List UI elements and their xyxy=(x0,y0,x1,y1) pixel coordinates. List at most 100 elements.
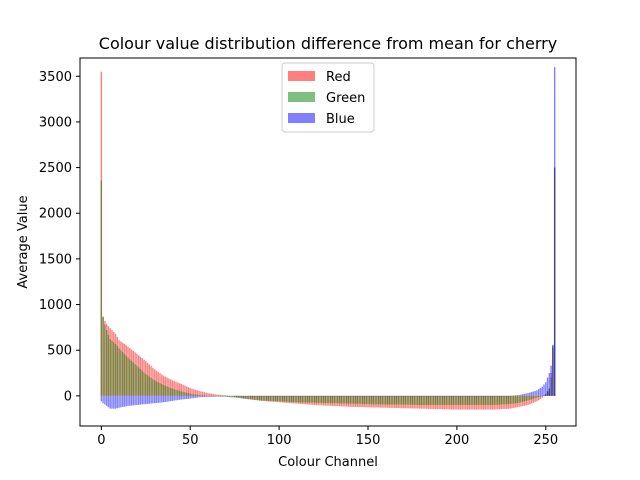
bar-green-229 xyxy=(507,395,510,405)
bar-green-123 xyxy=(319,395,321,403)
bar-blue-80 xyxy=(242,395,245,397)
bar-green-173 xyxy=(408,395,410,405)
bar-green-244 xyxy=(534,395,536,399)
bar-green-168 xyxy=(399,395,401,405)
bar-blue-144 xyxy=(356,395,359,397)
bar-blue-37 xyxy=(166,395,168,402)
bar-green-113 xyxy=(301,395,303,403)
bar-red-50 xyxy=(189,388,191,396)
legend-swatch-blue xyxy=(288,113,315,123)
bar-green-145 xyxy=(358,395,360,404)
bar-blue-105 xyxy=(287,395,289,397)
bar-green-160 xyxy=(385,395,387,405)
bar-green-54 xyxy=(196,394,199,396)
bar-blue-139 xyxy=(347,395,350,397)
bar-blue-233 xyxy=(514,395,517,396)
bar-green-3 xyxy=(105,330,108,396)
bar-green-104 xyxy=(285,395,287,402)
bar-green-148 xyxy=(363,395,366,404)
bar-blue-219 xyxy=(489,395,492,397)
bar-blue-40 xyxy=(171,395,174,401)
bar-green-155 xyxy=(376,395,378,405)
bar-green-89 xyxy=(258,395,261,401)
bar-blue-35 xyxy=(162,395,165,403)
bar-green-133 xyxy=(337,395,339,404)
bar-green-165 xyxy=(393,395,396,405)
bar-green-141 xyxy=(351,395,353,404)
bar-green-13 xyxy=(123,353,126,396)
bar-blue-70 xyxy=(225,395,227,397)
bar-blue-157 xyxy=(379,395,382,397)
bar-green-193 xyxy=(443,395,446,405)
bar-green-88 xyxy=(257,395,259,401)
bar-blue-138 xyxy=(345,395,348,397)
bar-red-61 xyxy=(209,393,211,396)
bar-green-107 xyxy=(290,395,293,402)
bar-blue-204 xyxy=(463,395,465,397)
bar-green-15 xyxy=(127,357,129,396)
bar-green-166 xyxy=(395,395,398,405)
bar-blue-238 xyxy=(523,393,526,396)
bar-green-43 xyxy=(177,390,179,396)
bar-green-11 xyxy=(120,350,122,396)
bar-green-243 xyxy=(532,395,535,399)
bar-blue-178 xyxy=(417,395,419,397)
bar-green-126 xyxy=(324,395,327,403)
bar-blue-73 xyxy=(230,395,232,397)
bar-blue-79 xyxy=(241,395,243,397)
bar-blue-81 xyxy=(244,395,247,397)
bar-green-204 xyxy=(463,395,465,405)
bar-blue-184 xyxy=(427,395,430,397)
legend-label-blue: Blue xyxy=(326,112,355,127)
bar-blue-186 xyxy=(431,395,433,397)
bar-blue-24 xyxy=(143,395,145,405)
bar-green-206 xyxy=(466,395,469,405)
bar-green-20 xyxy=(136,365,138,396)
bar-blue-33 xyxy=(159,395,161,403)
bar-red-56 xyxy=(200,391,202,396)
bar-green-21 xyxy=(137,367,140,396)
bar-blue-62 xyxy=(210,395,213,397)
bar-blue-122 xyxy=(317,395,319,397)
bar-green-200 xyxy=(456,395,458,405)
bar-green-16 xyxy=(129,359,131,396)
bar-green-213 xyxy=(479,395,481,405)
bar-green-225 xyxy=(500,395,503,405)
bar-blue-109 xyxy=(294,395,296,397)
bar-green-45 xyxy=(180,391,183,396)
bar-green-124 xyxy=(321,395,323,403)
bar-green-129 xyxy=(329,395,332,404)
bar-blue-60 xyxy=(207,395,209,397)
bar-green-42 xyxy=(175,389,177,396)
bar-green-178 xyxy=(417,395,419,405)
bar-blue-252 xyxy=(548,373,551,396)
bar-red-51 xyxy=(191,388,193,396)
bar-blue-104 xyxy=(285,395,287,397)
x-axis-title: Colour Channel xyxy=(278,455,378,470)
bar-blue-13 xyxy=(123,395,126,407)
bar-blue-50 xyxy=(189,395,191,399)
bar-blue-188 xyxy=(434,395,437,397)
bar-green-182 xyxy=(424,395,426,405)
bar-red-59 xyxy=(205,392,207,396)
chart-title: Colour value distribution difference fro… xyxy=(99,34,557,53)
bar-red-55 xyxy=(198,390,200,396)
bar-green-115 xyxy=(305,395,307,403)
bar-green-162 xyxy=(388,395,391,405)
bar-green-51 xyxy=(191,393,193,396)
bar-green-12 xyxy=(121,352,124,396)
bar-green-46 xyxy=(182,391,184,396)
bar-blue-251 xyxy=(546,377,549,396)
bar-blue-236 xyxy=(520,394,522,396)
bar-green-118 xyxy=(310,395,312,403)
bar-blue-199 xyxy=(454,395,456,397)
bar-green-239 xyxy=(525,395,527,401)
bar-blue-116 xyxy=(306,395,309,397)
bar-green-38 xyxy=(168,387,170,396)
y-tick-label-2500: 2500 xyxy=(39,161,72,176)
bar-green-8 xyxy=(114,343,117,396)
bar-blue-12 xyxy=(121,395,124,408)
bar-blue-180 xyxy=(420,395,423,397)
bar-green-86 xyxy=(253,395,255,400)
bar-blue-170 xyxy=(402,395,405,397)
